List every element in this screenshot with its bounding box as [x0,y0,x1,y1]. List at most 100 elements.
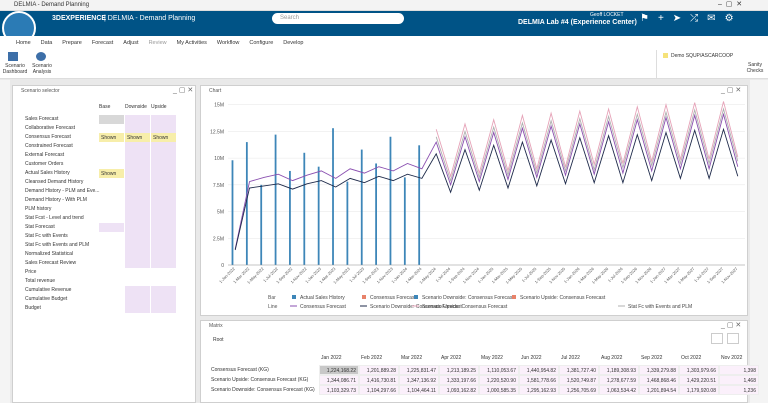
cell[interactable]: 1,344,086.71 [319,375,359,385]
cell[interactable] [151,124,176,133]
panel-controls[interactable]: _ ▢ ✕ [721,87,742,94]
analysis-icon[interactable] [36,52,46,61]
cell[interactable] [151,295,176,304]
cell[interactable] [151,232,176,241]
window-controls[interactable]: – ▢ ✕ [718,1,743,8]
cell[interactable]: 1,103,329.73 [319,385,359,395]
cell[interactable] [125,232,150,241]
cell[interactable]: Shown [125,133,150,142]
cell[interactable]: 1,224,168.22 [319,365,359,375]
cell[interactable] [125,115,150,124]
cell[interactable]: 1,295,162.93 [519,385,559,395]
cell[interactable] [125,295,150,304]
cell[interactable]: 1,339,279.88 [639,365,679,375]
cell[interactable]: 1,000,585.35 [479,385,519,395]
menu-item[interactable]: Configure [249,40,274,46]
cell[interactable]: 1,278,677.59 [599,375,639,385]
cell[interactable]: 1,201,889.28 [359,365,399,375]
menu-item[interactable]: My Activities [176,40,207,46]
menu-item[interactable]: Workflow [216,40,240,46]
cell[interactable]: 1,236 [719,385,759,395]
cell[interactable] [151,196,176,205]
cell[interactable]: 1,213,189.25 [439,365,479,375]
menu-item[interactable]: Data [40,40,53,46]
cell[interactable]: 1,468 [719,375,759,385]
matrix-tool[interactable] [711,333,723,344]
cell[interactable] [151,178,176,187]
cell[interactable]: 1,179,920.08 [679,385,719,395]
menu-item[interactable]: Adjust [123,40,139,46]
panel-controls[interactable]: _ ▢ ✕ [721,322,742,329]
cell[interactable] [125,214,150,223]
menu-item[interactable]: Forecast [91,40,114,46]
cell[interactable] [125,223,150,232]
cell[interactable]: 1,093,162.82 [439,385,479,395]
cell[interactable]: 1,468,868.46 [639,375,679,385]
cell[interactable] [151,214,176,223]
cell[interactable] [151,250,176,259]
cell[interactable]: 1,220,520.90 [479,375,519,385]
cell[interactable]: 1,189,308.93 [599,365,639,375]
cell[interactable]: 1,429,220.51 [679,375,719,385]
cell[interactable] [151,223,176,232]
cell[interactable]: 1,104,297.66 [359,385,399,395]
cell[interactable] [125,124,150,133]
cell[interactable] [125,205,150,214]
cell[interactable] [151,304,176,313]
cell[interactable] [151,142,176,151]
cell[interactable] [125,187,150,196]
cell[interactable]: 1,520,749.87 [559,375,599,385]
cell[interactable]: 1,416,730.81 [359,375,399,385]
cell[interactable] [125,151,150,160]
cell[interactable] [125,160,150,169]
cell[interactable] [125,286,150,295]
cell[interactable] [151,241,176,250]
cell[interactable] [151,115,176,124]
cell[interactable]: 1,063,534.42 [599,385,639,395]
cell[interactable] [125,241,150,250]
top-icons[interactable]: ⚑+➤⤮✉⚙ [640,13,743,24]
cell[interactable] [151,169,176,178]
cell[interactable]: Shown [151,133,176,142]
cell[interactable] [151,160,176,169]
menu-item[interactable]: Review [148,40,167,46]
dashboard-icon[interactable] [8,52,18,61]
cell[interactable]: Shown [99,169,124,178]
toolbar-button[interactable]: Scenario Dashboard [2,63,28,75]
cell[interactable]: 1,347,136.92 [399,375,439,385]
cell[interactable]: 1,398 [719,365,759,375]
cell[interactable]: Shown [99,133,124,142]
cell[interactable] [151,187,176,196]
cell[interactable] [151,151,176,160]
cell[interactable] [125,250,150,259]
toolbar-button[interactable]: Sanity Checks [746,62,764,74]
toolbar-button[interactable]: Scenario Analysis [32,63,52,75]
cell[interactable] [151,286,176,295]
menu-item[interactable]: Prepare [62,40,82,46]
cell[interactable]: 1,110,053.67 [479,365,519,375]
cell[interactable] [99,223,124,232]
cell[interactable]: 1,303,979.66 [679,365,719,375]
cell[interactable]: 1,581,778.66 [519,375,559,385]
cell[interactable] [125,142,150,151]
cell[interactable]: 1,256,705.69 [559,385,599,395]
cell[interactable]: 1,333,197.66 [439,375,479,385]
menu-item[interactable]: Develop [283,40,304,46]
cell[interactable]: 1,381,727.40 [559,365,599,375]
cell[interactable] [125,178,150,187]
cell[interactable] [125,259,150,268]
cell[interactable]: 1,225,831.47 [399,365,439,375]
cell[interactable] [125,169,150,178]
matrix-tool[interactable] [727,333,739,344]
cell[interactable]: 1,104,464.11 [399,385,439,395]
search-box[interactable]: Search [272,13,404,24]
cell[interactable] [125,196,150,205]
cell[interactable]: 1,440,954.82 [519,365,559,375]
cell[interactable]: 1,201,894.54 [639,385,679,395]
cell[interactable] [125,304,150,313]
panel-controls[interactable]: _ ▢ ✕ [173,87,194,94]
menu-item[interactable]: Home [16,40,31,46]
cell[interactable] [151,205,176,214]
cell[interactable] [151,259,176,268]
cell[interactable] [99,115,124,124]
